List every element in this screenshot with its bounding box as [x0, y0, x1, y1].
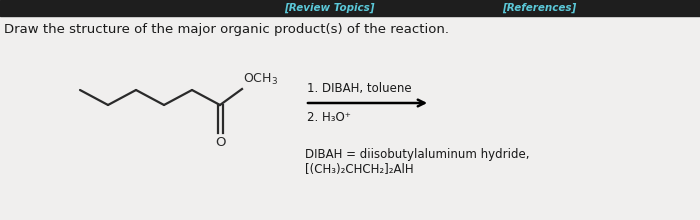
Text: [References]: [References] — [502, 3, 576, 13]
Text: 2. H₃O⁺: 2. H₃O⁺ — [307, 111, 351, 124]
Text: DIBAH = diisobutylaluminum hydride,: DIBAH = diisobutylaluminum hydride, — [305, 148, 529, 161]
Text: [(CH₃)₂CHCH₂]₂AlH: [(CH₃)₂CHCH₂]₂AlH — [305, 163, 414, 176]
Bar — [0, 0, 700, 16]
Text: 1. DIBAH, toluene: 1. DIBAH, toluene — [307, 82, 412, 95]
Text: Draw the structure of the major organic product(s) of the reaction.: Draw the structure of the major organic … — [4, 24, 449, 37]
Text: OCH$_3$: OCH$_3$ — [243, 72, 278, 87]
Text: [Review Topics]: [Review Topics] — [284, 3, 374, 13]
Text: O: O — [215, 136, 225, 149]
